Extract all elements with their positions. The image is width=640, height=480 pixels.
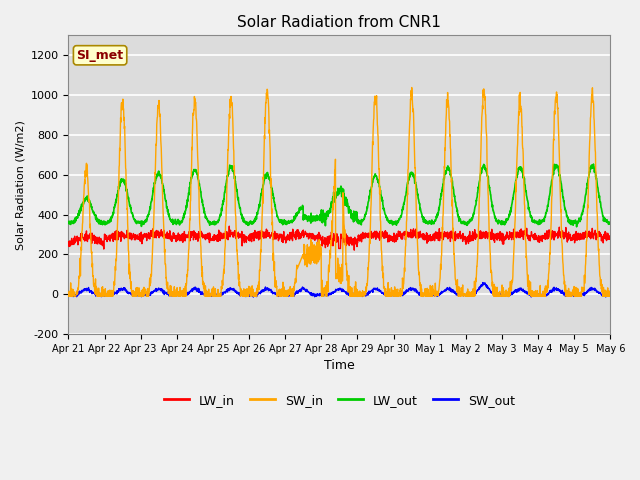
Text: SI_met: SI_met (77, 49, 124, 62)
X-axis label: Time: Time (324, 360, 355, 372)
Legend: LW_in, SW_in, LW_out, SW_out: LW_in, SW_in, LW_out, SW_out (159, 389, 520, 411)
Y-axis label: Solar Radiation (W/m2): Solar Radiation (W/m2) (15, 120, 25, 250)
Title: Solar Radiation from CNR1: Solar Radiation from CNR1 (237, 15, 441, 30)
